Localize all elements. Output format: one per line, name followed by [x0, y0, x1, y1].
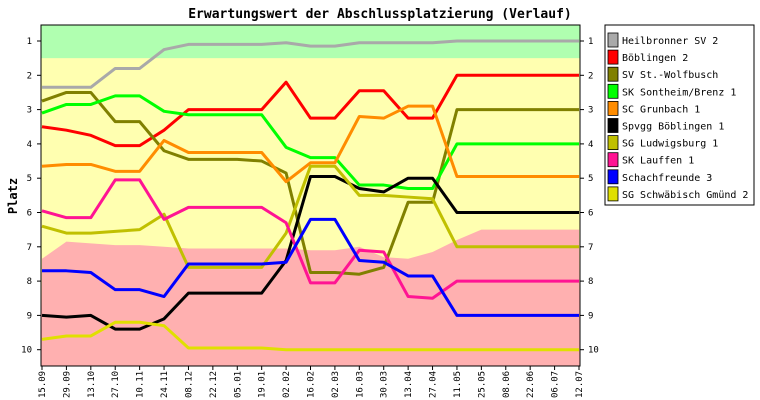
- legend-swatch: [607, 66, 619, 82]
- legend-swatch: [607, 49, 619, 65]
- series-line: [41, 174, 579, 331]
- series-line: [41, 178, 579, 300]
- series-line: [41, 90, 579, 276]
- series-line: [41, 104, 579, 184]
- x-tick-label: 02.03: [331, 371, 341, 398]
- axes: 1 1 2 2 3 3 4 4 5 5 6 6 7 7 8 8 9 9 10 10 15.09 29.09 13.10 27.…: [21, 37, 599, 398]
- y-tick-label-right: 10: [588, 346, 599, 356]
- legend-swatch: [607, 101, 619, 116]
- y-tick-label-left: 3: [27, 106, 32, 116]
- y-tick-label-right: 6: [588, 209, 593, 219]
- y-tick-label-right: 7: [588, 243, 593, 253]
- x-tick-label: 10.11: [136, 371, 146, 398]
- legend-swatch: [607, 118, 619, 133]
- x-tick-label: 25.05: [477, 371, 487, 398]
- x-tick-label: 08.12: [184, 371, 194, 398]
- series-line: [41, 164, 579, 269]
- legend-entry: Heilbronner SV 2: [622, 36, 718, 47]
- legend-entry: SG Schwäbisch Gmünd 2: [622, 190, 748, 201]
- x-tick-label: 16.03: [355, 371, 365, 398]
- x-tick-label: 27.04: [429, 371, 439, 398]
- series-line: [42, 39, 579, 89]
- x-tick-label: 15.09: [38, 371, 48, 398]
- legend-entry: Spvgg Böblingen 1: [622, 122, 724, 133]
- x-tick-label: 22.06: [526, 371, 536, 398]
- x-tick-label: 13.10: [87, 371, 97, 398]
- legend-entry: Schachfreunde 3: [622, 173, 712, 184]
- y-tick-label-left: 2: [27, 71, 32, 81]
- y-tick-label-left: 5: [27, 174, 32, 184]
- x-tick-label: 02.02: [282, 371, 292, 398]
- y-tick-label-left: 6: [27, 209, 32, 219]
- series-line: [41, 73, 579, 148]
- x-tick-label: 13.04: [404, 371, 414, 398]
- x-tick-label: 12.07: [575, 371, 585, 398]
- x-tick-label: 27.10: [111, 371, 121, 398]
- x-tick-label: 30.03: [380, 371, 390, 398]
- plot-area: [40, 24, 581, 367]
- legend-box: [604, 24, 755, 206]
- y-tick-label-left: 7: [27, 243, 32, 253]
- x-tick-label: 19.01: [258, 371, 268, 398]
- series-line: [41, 94, 579, 190]
- x-tick-label: 08.06: [502, 371, 512, 398]
- x-tick-label: 24.11: [160, 371, 170, 398]
- y-tick-label-right: 3: [588, 106, 593, 116]
- legend-swatch: [607, 83, 619, 99]
- y-axis-label: Platz: [6, 178, 20, 214]
- legend-swatch: [607, 135, 619, 151]
- legend: Heilbronner SV 2 Böblingen 2 SV St.-Wolfbu…: [604, 24, 755, 206]
- chart-title: Erwartungswert der Abschlussplatzierung …: [188, 7, 572, 22]
- legend-entry: SK Lauffen 1: [622, 156, 694, 167]
- legend-entry: SC Grunbach 1: [622, 104, 700, 115]
- y-tick-label-left: 1: [27, 37, 32, 47]
- y-tick-label-right: 2: [588, 71, 593, 81]
- y-tick-label-right: 4: [588, 140, 593, 150]
- y-tick-label-right: 9: [588, 311, 593, 321]
- legend-swatch: [607, 186, 619, 202]
- x-tick-label: 11.05: [453, 371, 463, 398]
- legend-swatch: [607, 152, 619, 168]
- relegation-zone: [41, 229, 580, 366]
- y-tick-label-left: 10: [21, 346, 32, 356]
- legend-entry: Böblingen 2: [622, 53, 688, 64]
- x-tick-label: 22.12: [209, 371, 219, 398]
- legend-swatch: [607, 169, 619, 185]
- series-line: [42, 217, 579, 317]
- legend-entry: SK Sontheim/Brenz 1: [622, 87, 736, 98]
- x-tick-label: 16.02: [307, 371, 317, 398]
- legend-entry: SV St.-Wolfbusch: [622, 70, 718, 81]
- legend-swatch: [607, 32, 619, 48]
- y-tick-label-right: 8: [588, 277, 593, 287]
- legend-entry: SG Ludwigsburg 1: [622, 139, 718, 150]
- y-tick-label-left: 4: [27, 140, 32, 150]
- y-tick-label-left: 8: [27, 277, 32, 287]
- x-tick-label: 05.01: [233, 371, 243, 398]
- y-tick-label-right: 5: [588, 174, 593, 184]
- series-line: [41, 320, 579, 352]
- series-lines: [41, 39, 579, 352]
- x-tick-label: 29.09: [62, 371, 72, 398]
- y-tick-label-left: 9: [27, 311, 32, 321]
- y-tick-label-right: 1: [588, 37, 593, 47]
- x-tick-label: 06.07: [551, 371, 561, 398]
